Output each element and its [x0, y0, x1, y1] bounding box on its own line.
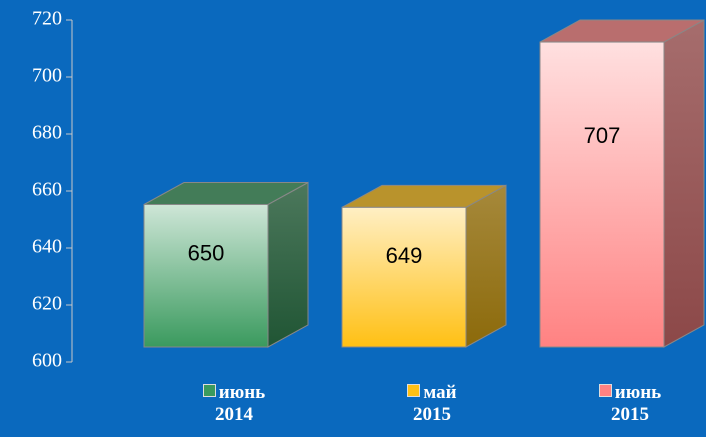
legend-label: май 2015 [413, 382, 457, 425]
y-tick-label: 600 [32, 350, 62, 372]
y-tick-label: 640 [32, 236, 62, 258]
data-label: 650 [188, 240, 225, 265]
bar-side [465, 184, 507, 348]
data-label: 649 [386, 243, 423, 268]
bar-side [267, 181, 309, 348]
bar-front [341, 206, 467, 348]
legend-label: июнь 2015 [611, 382, 662, 425]
legend-swatch [202, 384, 216, 397]
y-tick-label: 720 [32, 8, 62, 30]
bar-front [539, 41, 665, 348]
bar-side [663, 19, 705, 348]
bar [539, 19, 705, 348]
bar-front [143, 204, 269, 348]
y-tick-label: 700 [32, 65, 62, 87]
y-tick-label: 660 [32, 179, 62, 201]
legend-item: июнь 2014 [189, 382, 279, 426]
legend-label: июнь 2014 [215, 382, 266, 425]
y-tick-label: 680 [32, 122, 62, 144]
bar [143, 181, 309, 348]
legend-item: май 2015 [387, 382, 477, 426]
data-label: 707 [584, 123, 621, 148]
legend-swatch [407, 384, 421, 397]
bar [341, 184, 507, 348]
legend-item: июнь 2015 [585, 382, 675, 426]
legend-swatch [598, 384, 612, 397]
y-tick-label: 620 [32, 293, 62, 315]
